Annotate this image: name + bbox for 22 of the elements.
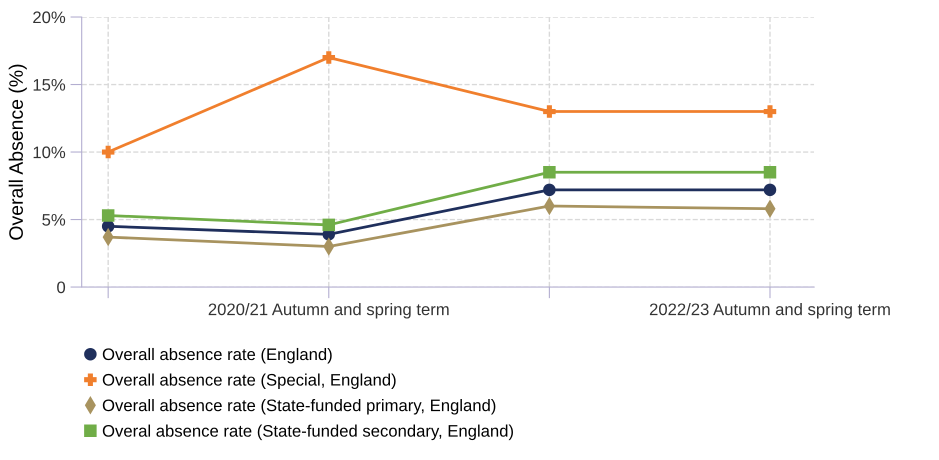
- x-tick-label: 2020/21 Autumn and spring term: [208, 303, 449, 319]
- y-tick-label: 20%: [33, 11, 66, 24]
- y-tick-label: 15%: [34, 79, 66, 91]
- point: [322, 51, 336, 64]
- point: [764, 184, 776, 196]
- point: [543, 184, 556, 196]
- y-tick-label: 0: [57, 281, 66, 294]
- point: [764, 105, 776, 118]
- point: [102, 146, 114, 158]
- legend-label: Overall absence rate (State-funded primary, England): [102, 399, 496, 415]
- point: [543, 105, 556, 118]
- y-tick-label: 5%: [42, 214, 66, 226]
- y-axis-title: Overall Absence (%): [8, 64, 27, 240]
- point: [764, 166, 776, 179]
- point: [102, 209, 114, 222]
- legend-label: Overall absence rate (England): [102, 348, 332, 364]
- point: [322, 218, 336, 232]
- legend-label: Overal absence rate (State-funded secondary, England): [102, 424, 513, 440]
- y-tick-label: 10%: [34, 146, 66, 158]
- legend-label: Overall absence rate (Special, England): [102, 373, 396, 390]
- x-tick-label: 2022/23 Autumn and spring term: [650, 303, 890, 319]
- point: [543, 166, 556, 179]
